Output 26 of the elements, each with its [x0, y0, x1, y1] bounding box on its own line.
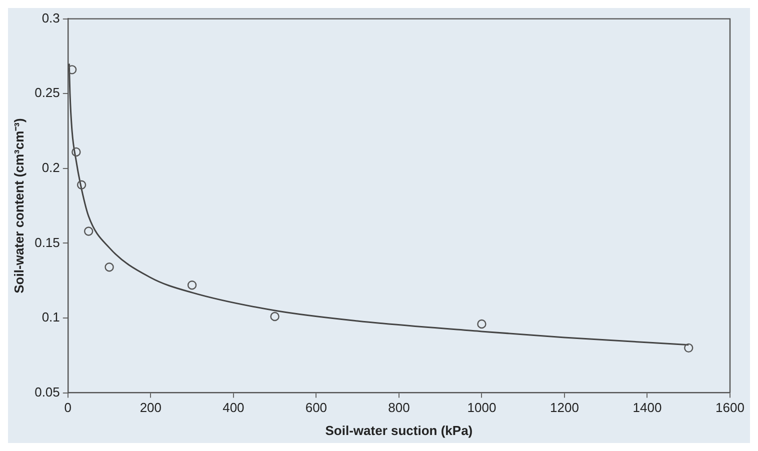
x-axis-title: Soil-water suction (kPa)	[325, 422, 473, 438]
y-tick-label: 0.1	[42, 310, 60, 325]
y-tick-label: 0.25	[34, 85, 60, 100]
y-tick-label: 0.15	[34, 234, 60, 250]
point	[477, 319, 486, 329]
x-tick-label: 1000	[467, 400, 496, 416]
x-tick-label: 1200	[550, 400, 579, 416]
point	[68, 65, 77, 74]
point	[684, 343, 694, 353]
point	[76, 180, 86, 190]
x-tick-label: 200	[140, 400, 162, 416]
x-tick-label: 0	[64, 400, 72, 416]
y-tick-label: 0.3	[42, 10, 60, 26]
point	[72, 147, 81, 157]
y-axis-title: Soil-water content (cm³cm⁻³)	[11, 118, 26, 294]
point	[187, 280, 197, 290]
x-tick-label: 800	[388, 400, 410, 416]
y-tick-label: 0.05	[34, 384, 60, 400]
x-tick-label: 400	[222, 400, 244, 416]
point	[270, 312, 280, 322]
x-tick-label: 1400	[632, 400, 662, 416]
point	[104, 262, 114, 272]
x-tick-label: 1600	[716, 400, 744, 416]
point	[84, 226, 94, 236]
y-tick-label: 0.2	[42, 160, 60, 175]
x-tick-label: 600	[305, 400, 328, 416]
